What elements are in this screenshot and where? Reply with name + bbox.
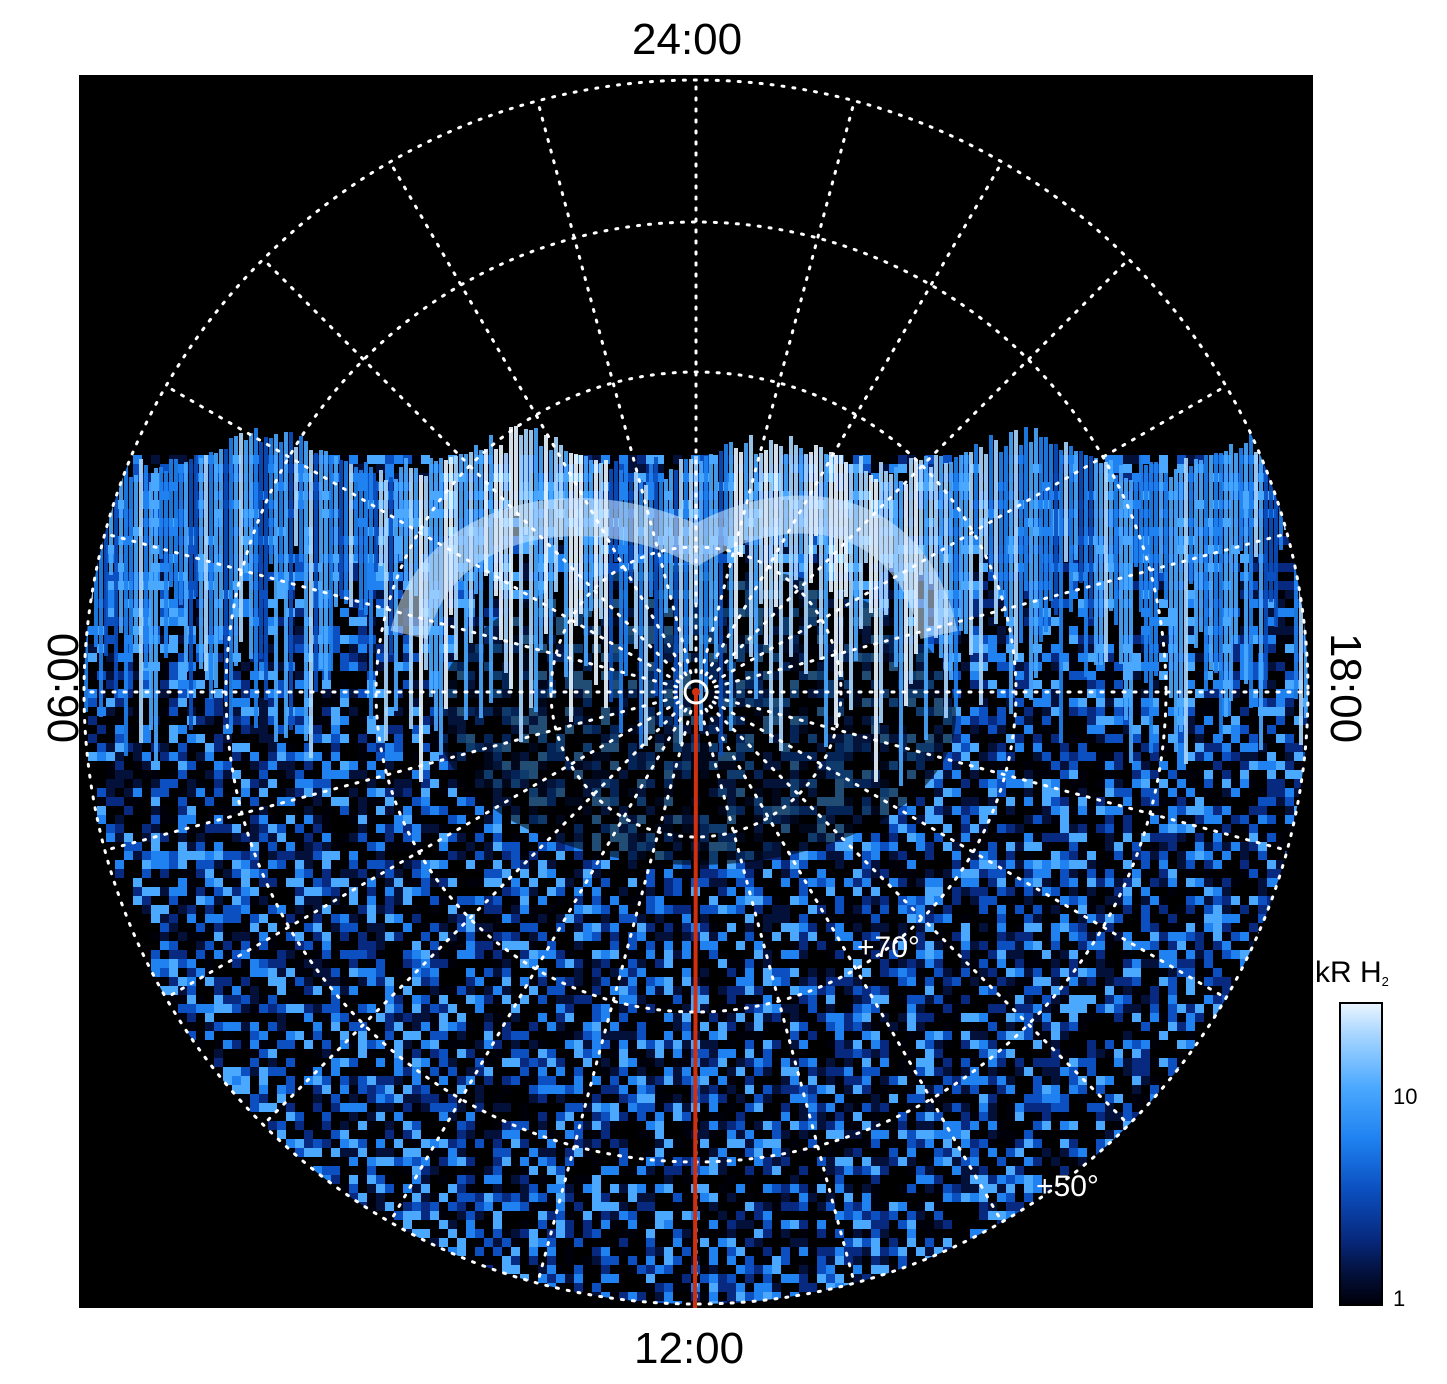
pole-center-dot bbox=[692, 688, 700, 696]
meridian-spoke-23 bbox=[536, 99, 693, 675]
meridian-spoke-4 bbox=[711, 384, 1228, 684]
colorbar-tick-1: 1 bbox=[1393, 1286, 1406, 1311]
polar-projection-image: +70° +50° bbox=[79, 75, 1313, 1309]
bright-auroral-arc bbox=[390, 495, 958, 640]
noon-meridian-line bbox=[693, 691, 698, 1309]
meridian-spoke-17 bbox=[103, 695, 679, 852]
meridian-spoke-9 bbox=[708, 704, 1131, 1127]
polar-projection-svg: +70° +50° bbox=[82, 78, 1310, 1309]
meridian-spoke-21 bbox=[261, 257, 684, 680]
colorbar-title-text: kR H bbox=[1315, 956, 1382, 989]
meridian-spoke-14 bbox=[388, 707, 688, 1224]
auroral-oval-layer bbox=[84, 426, 1308, 786]
meridian-spoke-7 bbox=[713, 695, 1289, 852]
meridian-spoke-3 bbox=[708, 257, 1131, 680]
meridian-spoke-11 bbox=[699, 709, 856, 1285]
meridian-spoke-22 bbox=[388, 160, 688, 677]
meridian-spoke-13 bbox=[536, 709, 693, 1285]
colorbar bbox=[1339, 1002, 1383, 1306]
hour-label-18: 18:00 bbox=[1321, 632, 1370, 744]
meridian-spoke-16 bbox=[164, 700, 681, 1000]
colorbar-tick-10: 10 bbox=[1393, 1084, 1418, 1109]
latitude-label-70: +70° bbox=[857, 931, 920, 964]
latitude-circle-1 bbox=[549, 545, 843, 839]
meridian-spoke-8 bbox=[711, 700, 1228, 1000]
meridian-spoke-20 bbox=[164, 384, 681, 684]
pole-marker-icon bbox=[683, 679, 709, 705]
latitude-circle-4 bbox=[82, 78, 1310, 1306]
meridian-spoke-19 bbox=[103, 532, 679, 689]
meridian-spoke-5 bbox=[713, 532, 1289, 689]
latitude-label-50: +50° bbox=[1036, 1170, 1099, 1203]
hour-label-24: 24:00 bbox=[632, 15, 743, 64]
colorbar-title-subscript: 2 bbox=[1381, 974, 1389, 989]
meridian-spoke-10 bbox=[704, 707, 1004, 1224]
meridian-spoke-1 bbox=[699, 99, 856, 675]
meridian-spoke-2 bbox=[704, 160, 1004, 677]
meridian-spoke-15 bbox=[261, 704, 684, 1127]
colorbar-title: kR H2 bbox=[1315, 956, 1389, 989]
hour-label-12: 12:00 bbox=[634, 1324, 745, 1373]
